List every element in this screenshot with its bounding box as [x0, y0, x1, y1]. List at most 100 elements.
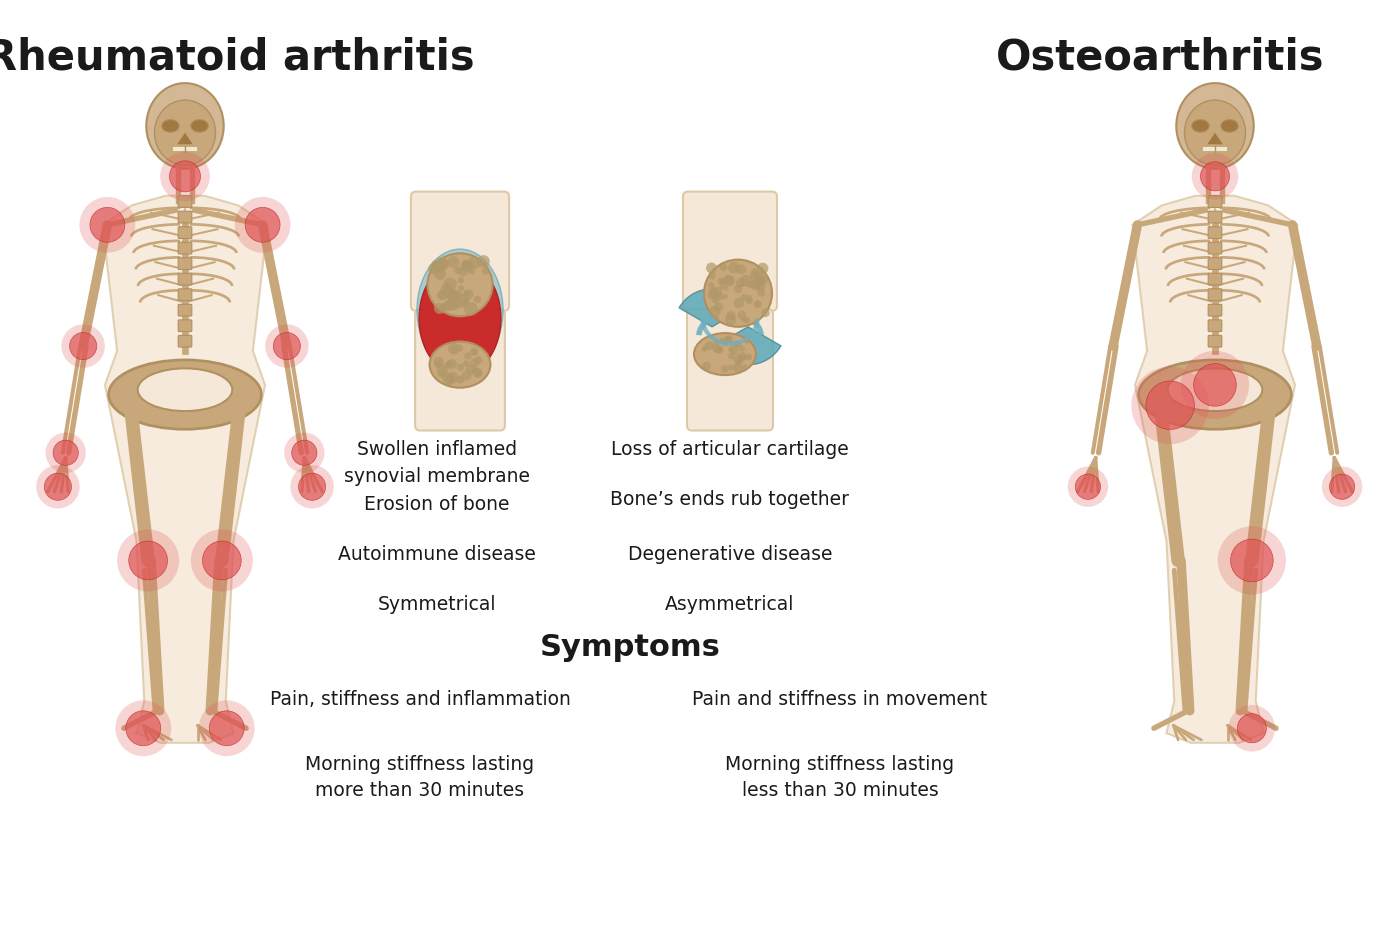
FancyBboxPatch shape — [1208, 289, 1222, 301]
Circle shape — [462, 298, 469, 304]
FancyBboxPatch shape — [178, 258, 192, 270]
FancyBboxPatch shape — [178, 289, 192, 301]
Circle shape — [438, 370, 447, 378]
Circle shape — [701, 365, 707, 370]
Circle shape — [724, 336, 731, 343]
Ellipse shape — [154, 100, 216, 165]
Ellipse shape — [1221, 120, 1238, 133]
Text: Symptoms: Symptoms — [539, 633, 721, 662]
Circle shape — [727, 311, 735, 319]
Circle shape — [738, 352, 746, 361]
Circle shape — [451, 347, 458, 353]
Circle shape — [456, 375, 463, 384]
Circle shape — [711, 290, 720, 298]
Circle shape — [473, 295, 482, 303]
Text: Morning stiffness lasting
more than 30 minutes: Morning stiffness lasting more than 30 m… — [305, 755, 535, 800]
Circle shape — [741, 318, 746, 323]
Circle shape — [725, 314, 736, 325]
Circle shape — [757, 262, 769, 274]
Circle shape — [475, 356, 483, 364]
FancyBboxPatch shape — [178, 335, 192, 347]
FancyBboxPatch shape — [1208, 196, 1222, 207]
Circle shape — [1194, 363, 1236, 406]
Circle shape — [456, 363, 465, 371]
Circle shape — [70, 333, 97, 360]
Circle shape — [245, 207, 280, 242]
Circle shape — [750, 280, 760, 290]
Circle shape — [739, 346, 745, 352]
FancyBboxPatch shape — [1208, 319, 1222, 332]
Circle shape — [721, 365, 728, 373]
Circle shape — [53, 440, 78, 465]
Circle shape — [472, 367, 479, 375]
Ellipse shape — [1176, 83, 1254, 169]
Circle shape — [290, 465, 333, 508]
Ellipse shape — [137, 368, 232, 411]
Circle shape — [126, 711, 161, 745]
Circle shape — [755, 276, 764, 285]
Ellipse shape — [430, 342, 490, 388]
Circle shape — [715, 347, 722, 354]
Circle shape — [482, 267, 490, 275]
Circle shape — [438, 266, 444, 273]
Circle shape — [750, 271, 760, 282]
Circle shape — [736, 264, 746, 275]
Circle shape — [463, 290, 473, 300]
Circle shape — [1191, 153, 1238, 200]
Circle shape — [728, 347, 734, 352]
Text: Rheumatoid arthritis: Rheumatoid arthritis — [0, 37, 475, 79]
Wedge shape — [715, 327, 781, 365]
Circle shape — [706, 262, 717, 274]
FancyBboxPatch shape — [178, 227, 192, 238]
Circle shape — [755, 273, 764, 283]
FancyBboxPatch shape — [1208, 211, 1222, 223]
FancyBboxPatch shape — [1208, 304, 1222, 316]
Circle shape — [129, 541, 168, 580]
Ellipse shape — [419, 262, 501, 375]
Text: Degenerative disease: Degenerative disease — [627, 545, 832, 564]
FancyBboxPatch shape — [1208, 274, 1222, 285]
Wedge shape — [679, 289, 745, 327]
Circle shape — [728, 353, 735, 359]
FancyBboxPatch shape — [178, 304, 192, 316]
Ellipse shape — [1168, 368, 1263, 411]
Ellipse shape — [1184, 100, 1246, 165]
Circle shape — [437, 364, 448, 375]
Circle shape — [447, 372, 458, 383]
Circle shape — [273, 333, 301, 360]
Circle shape — [469, 268, 476, 275]
Text: Morning stiffness lasting
less than 30 minutes: Morning stiffness lasting less than 30 m… — [725, 755, 955, 800]
Circle shape — [448, 343, 459, 355]
Ellipse shape — [1138, 360, 1291, 430]
Circle shape — [36, 465, 80, 508]
Text: Symmetrical: Symmetrical — [378, 595, 496, 614]
Circle shape — [1322, 467, 1362, 507]
Text: Erosion of bone: Erosion of bone — [364, 495, 510, 514]
Polygon shape — [1133, 196, 1298, 743]
Circle shape — [451, 290, 462, 301]
Circle shape — [746, 297, 753, 304]
Circle shape — [190, 530, 253, 591]
Circle shape — [708, 282, 714, 289]
Circle shape — [715, 346, 724, 353]
Circle shape — [736, 278, 746, 288]
Circle shape — [703, 346, 708, 350]
Circle shape — [746, 295, 752, 302]
Circle shape — [463, 361, 469, 367]
Circle shape — [708, 287, 717, 296]
Circle shape — [199, 700, 255, 757]
Circle shape — [428, 263, 440, 275]
Text: Swollen inflamed
synovial membrane: Swollen inflamed synovial membrane — [344, 440, 531, 486]
Circle shape — [203, 541, 241, 580]
Circle shape — [718, 338, 725, 345]
Circle shape — [209, 711, 244, 745]
Circle shape — [434, 357, 444, 366]
Circle shape — [291, 440, 316, 465]
Circle shape — [440, 304, 448, 312]
Circle shape — [741, 364, 748, 371]
FancyBboxPatch shape — [178, 242, 192, 254]
FancyBboxPatch shape — [1208, 335, 1222, 347]
Circle shape — [736, 342, 742, 347]
Circle shape — [444, 288, 456, 300]
Circle shape — [431, 261, 440, 268]
